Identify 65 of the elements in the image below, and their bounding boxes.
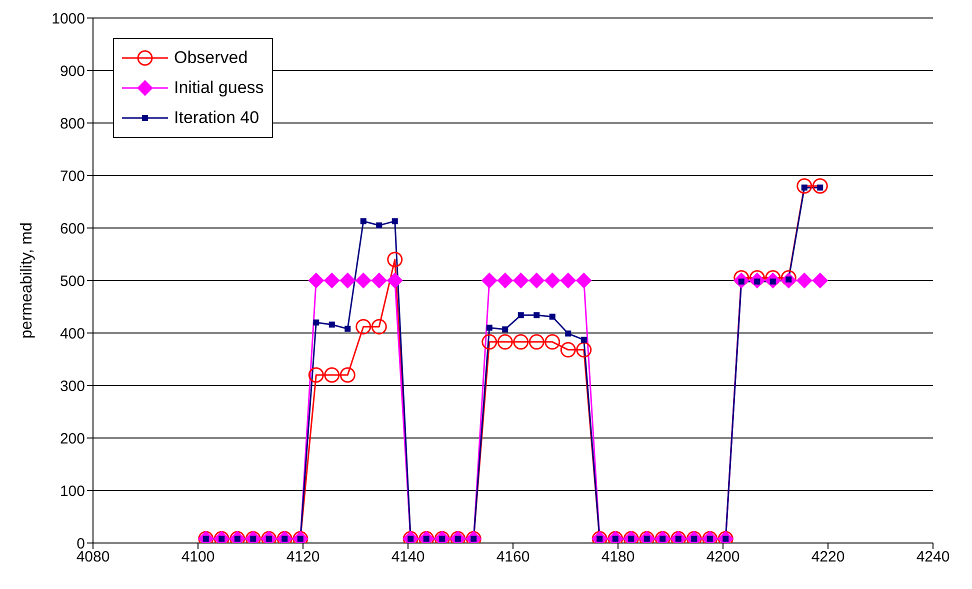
x-tick-label: 4120 [286,548,320,566]
x-tick-label: 4240 [916,548,950,566]
y-tick-label: 700 [60,168,85,185]
point [544,272,560,288]
y-tick-label: 500 [60,272,85,290]
y-tick-label: 300 [60,378,85,395]
point [328,322,335,328]
point [812,272,828,288]
point [324,367,340,383]
point [355,272,372,288]
point [576,272,592,288]
point [392,218,398,224]
point [340,272,356,288]
point [544,334,560,350]
point [340,367,356,383]
point [313,320,320,326]
point [580,336,587,343]
y-tick-label: 800 [60,115,85,132]
point [497,272,514,288]
y-tick-label: 200 [60,430,85,448]
x-tick-label: 4180 [601,548,635,566]
point [534,312,540,318]
point [560,342,576,358]
point [513,334,529,350]
legend-label: Initial guess [174,78,264,98]
point [481,272,498,288]
x-tick-label: 4140 [391,548,425,566]
legend-label: Observed [174,48,248,68]
point [356,318,372,334]
point [565,330,572,337]
point [308,367,324,383]
point [371,272,388,288]
point [502,326,508,332]
point [528,334,544,350]
y-tick-label: 100 [60,482,85,500]
point [486,324,492,331]
point [518,312,524,318]
point [386,272,403,288]
point [360,218,366,224]
point [497,334,513,350]
point [308,272,324,288]
x-tick-label: 4160 [496,548,530,566]
point [528,272,545,288]
point [812,178,828,194]
y-axis-title: permeability, md [18,222,36,339]
point [549,314,556,320]
point [560,272,576,288]
point [796,178,812,194]
point [344,326,351,332]
y-tick-label: 900 [60,62,85,80]
point [324,272,340,288]
x-tick-label: 4200 [706,548,740,566]
point [387,252,403,268]
legend-label: Iteration 40 [174,108,260,128]
y-tick-label: 1000 [52,10,85,28]
point [482,334,498,350]
y-tick-label: 600 [60,220,85,238]
point [371,318,387,334]
x-tick-label: 4220 [811,548,845,566]
point [376,222,382,228]
point [796,272,812,288]
point [576,342,592,358]
x-tick-label: 4100 [181,548,215,566]
y-tick-label: 400 [60,325,85,342]
point [512,272,529,288]
